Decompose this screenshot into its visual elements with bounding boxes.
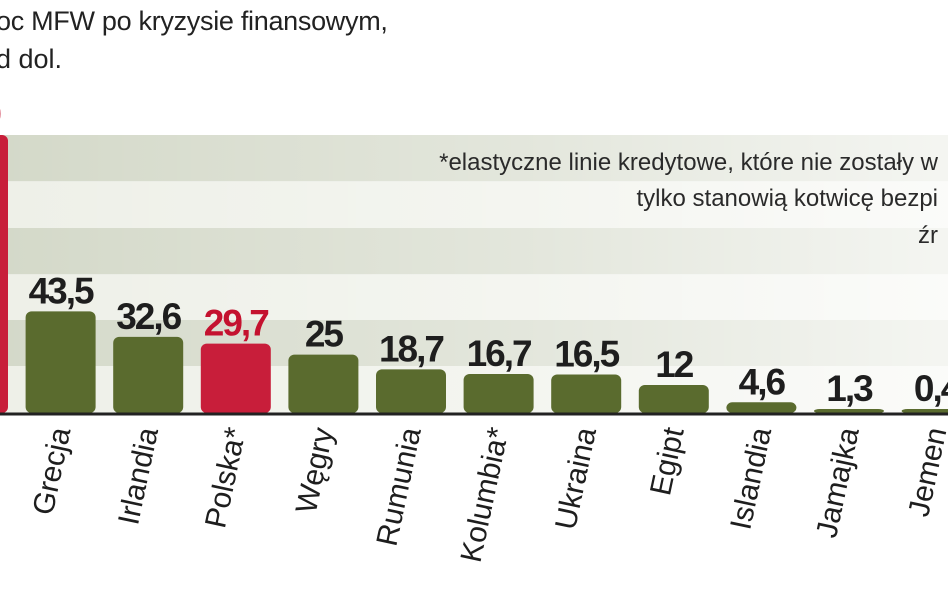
footnote-line-2: tylko stanowią kotwicę bezpi <box>637 185 938 212</box>
bar-value-label: 1,3 <box>826 368 873 409</box>
category-label: Jamajka <box>810 424 866 540</box>
bar-value-label: 16,7 <box>467 333 531 374</box>
bar-grecja <box>25 311 96 413</box>
category-label: Grecja <box>27 424 78 518</box>
bar-islandia <box>726 402 797 413</box>
value-labels: 119 43,5 32,6 29,7 25 18,7 16,7 16,5 12 4,6 1,3 0,4 <box>0 94 948 409</box>
chart-title: oc MFW po kryzysie finansowym, <box>0 6 388 36</box>
bar-value-label: 18,7 <box>379 328 443 369</box>
bar-jamajka <box>814 409 884 413</box>
bar-value-label: 12 <box>655 344 694 385</box>
bar-polska- <box>200 343 271 413</box>
category-label: Węgry <box>290 425 340 517</box>
bar-rumunia <box>376 369 446 413</box>
bar-value-label: 25 <box>305 314 344 355</box>
footnote: *elastyczne linie kredytowe, które nie z… <box>439 149 939 249</box>
bar-value-label: 16,5 <box>554 333 619 374</box>
category-label: Rumunia <box>371 424 428 549</box>
bar-value-label: 0,4 <box>914 368 948 409</box>
category-labels: Grecja Irlandia Polska* Węgry Rumunia Kolumbi… <box>27 424 948 565</box>
bar-irlandia <box>113 336 184 413</box>
bar-value-label: 4,6 <box>739 361 786 402</box>
bar-egipt <box>638 384 709 413</box>
bars <box>0 135 948 416</box>
category-label: Egipt <box>644 424 691 498</box>
bar-first <box>0 135 8 413</box>
footnote-line-3: źr <box>918 222 938 249</box>
bar-value-label: 29,7 <box>204 303 268 344</box>
bar-ukraina <box>551 374 622 413</box>
category-label: Polska* <box>199 424 252 531</box>
bar-węgry <box>288 354 359 413</box>
category-label: Jemen <box>902 425 948 520</box>
footnote-line-1: *elastyczne linie kredytowe, które nie z… <box>439 149 939 176</box>
category-label: Ukraina <box>549 424 603 532</box>
bar-value-label: 43,5 <box>29 270 94 311</box>
bar-value-label: 119 <box>0 94 1 135</box>
bar-kolumbia- <box>463 373 534 413</box>
category-label: Irlandia <box>112 424 165 527</box>
bar-jemen <box>901 409 948 413</box>
category-label: Islandia <box>724 424 778 532</box>
bar-value-label: 32,6 <box>116 296 181 337</box>
chart-subtitle: d dol. <box>0 44 63 74</box>
category-label: Kolumbia* <box>455 424 516 565</box>
